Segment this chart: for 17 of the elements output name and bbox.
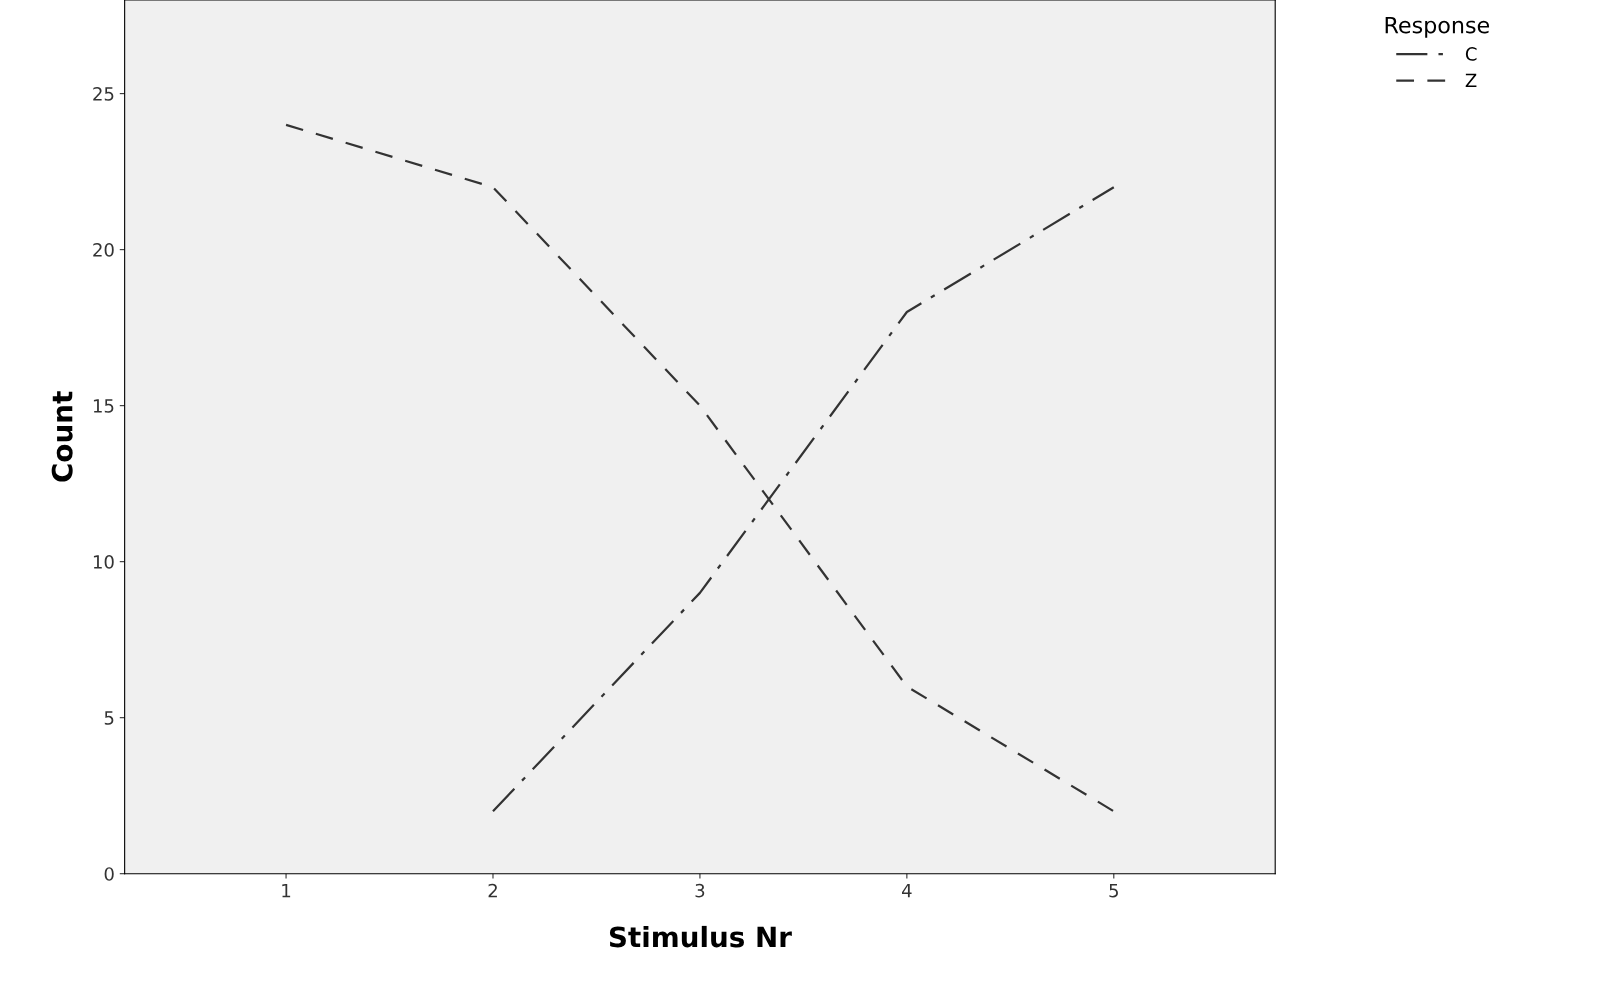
y-axis-title: Count	[51, 391, 73, 482]
x-tick-label: 2	[488, 883, 497, 898]
x-axis-title: Stimulus Nr	[609, 925, 792, 948]
y-tick-label: 0	[104, 867, 114, 881]
x-tick-label: 3	[695, 883, 705, 898]
y-tick-label: 5	[104, 711, 114, 725]
legend-title: Response	[1385, 16, 1490, 38]
y-tick-label: 15	[93, 399, 114, 413]
line-series	[284, 123, 1115, 813]
y-tick-label: 10	[93, 555, 114, 569]
x-tick-label: 1	[282, 883, 291, 898]
x-tick-label: 4	[902, 883, 912, 898]
legend-label: Z	[1465, 73, 1477, 88]
y-tick-label: 25	[93, 87, 114, 101]
x-tick-label: 5	[1109, 883, 1118, 898]
y-tick-label: 20	[93, 243, 114, 257]
legend-label: C	[1465, 47, 1477, 61]
